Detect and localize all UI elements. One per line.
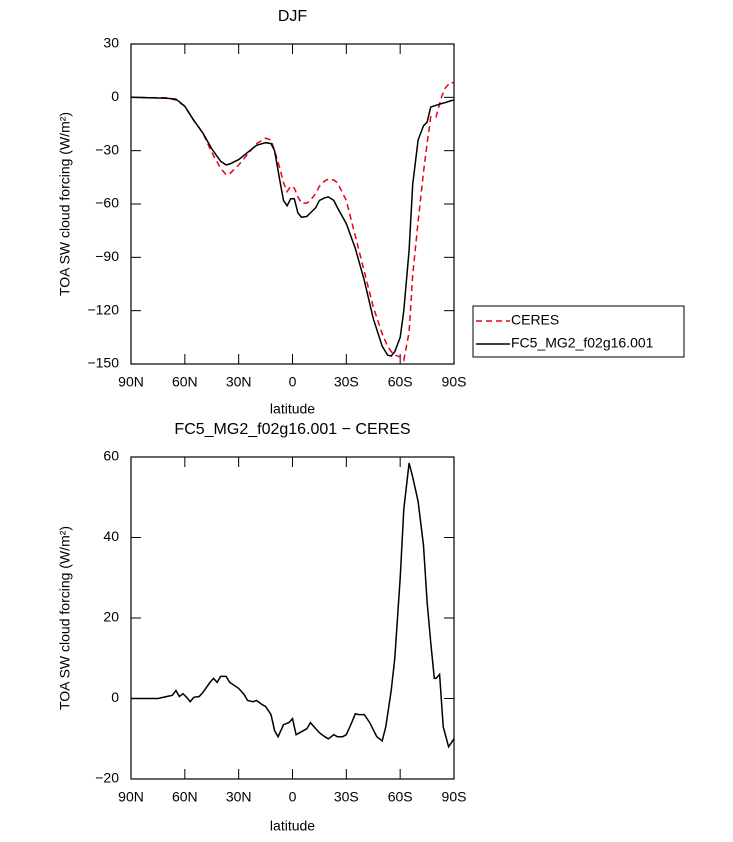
legend-label: FC5_MG2_f02g16.001: [511, 335, 654, 351]
y-axis-label: TOA SW cloud forcing (W/m²): [57, 526, 73, 710]
x-tick-label: 90N: [118, 789, 144, 805]
x-axis-label: latitude: [270, 401, 315, 417]
y-tick-label: −60: [95, 195, 119, 211]
x-tick-label: 60N: [172, 374, 198, 390]
x-tick-label: 60S: [388, 789, 413, 805]
x-tick-label: 30N: [226, 374, 252, 390]
y-tick-label: −120: [87, 301, 119, 317]
plot-frame: [130, 456, 455, 780]
y-tick-label: 20: [103, 609, 119, 625]
chart-title: FC5_MG2_f02g16.001 − CERES: [174, 421, 410, 438]
legend-box: [472, 305, 685, 358]
y-tick-label: 60: [103, 448, 119, 464]
x-tick-label: 0: [289, 374, 297, 390]
data-line: [130, 96, 455, 357]
x-tick-label: 90S: [442, 374, 467, 390]
plot-frame: [130, 43, 455, 365]
data-line: [130, 81, 455, 362]
x-tick-label: 90S: [442, 789, 467, 805]
x-tick-label: 30S: [334, 374, 359, 390]
y-tick-label: −30: [95, 141, 119, 157]
x-tick-label: 60N: [172, 789, 198, 805]
data-line: [131, 462, 455, 749]
x-tick-label: 30N: [226, 789, 252, 805]
x-tick-label: 60S: [388, 374, 413, 390]
y-tick-label: −150: [87, 355, 119, 371]
y-tick-label: 0: [111, 88, 119, 104]
x-tick-label: 0: [289, 789, 297, 805]
y-tick-label: 40: [103, 528, 119, 544]
legend-label: CERES: [511, 312, 559, 328]
x-axis-label: latitude: [270, 818, 315, 834]
y-axis-label: TOA SW cloud forcing (W/m²): [57, 112, 73, 296]
x-tick-label: 30S: [334, 789, 359, 805]
chart-title: DJF: [278, 8, 308, 25]
y-tick-label: 0: [111, 689, 119, 705]
x-tick-label: 90N: [118, 374, 144, 390]
y-tick-label: 30: [103, 35, 119, 51]
y-tick-label: −20: [95, 770, 119, 786]
y-tick-label: −90: [95, 248, 119, 264]
